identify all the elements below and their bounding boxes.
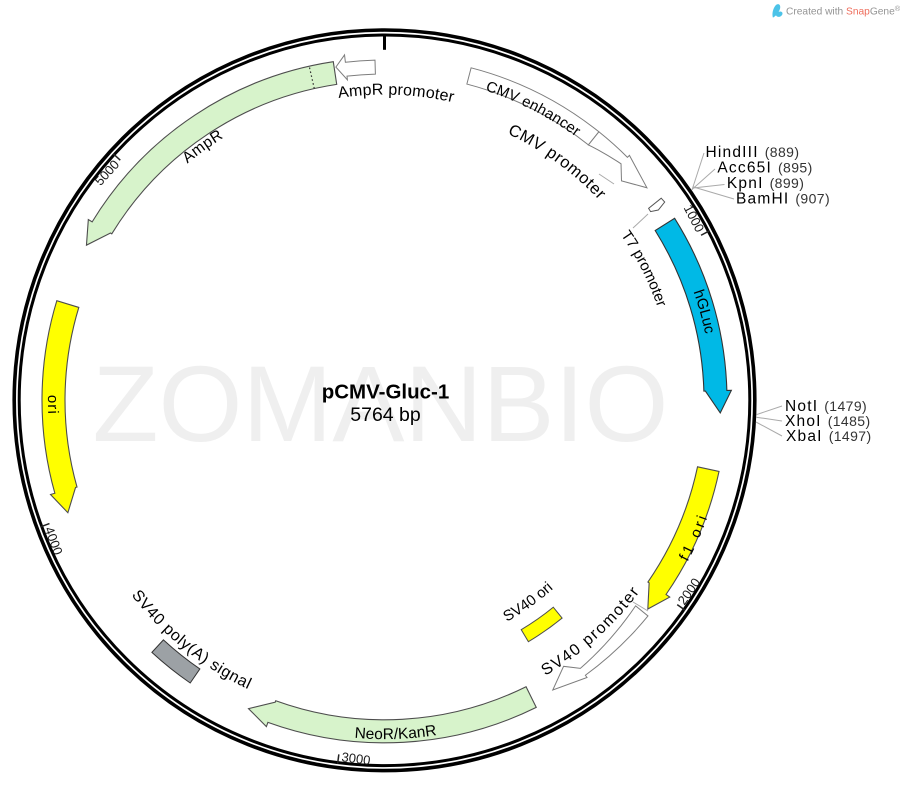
svg-text:ori: ori xyxy=(44,395,61,415)
svg-text:HindIII(889): HindIII (889) xyxy=(706,144,800,161)
svg-text:Created with SnapGene®: Created with SnapGene® xyxy=(786,4,900,18)
svg-text:NotI(1479): NotI (1479) xyxy=(785,398,867,415)
svg-text:Acc65I(895): Acc65I (895) xyxy=(717,160,812,177)
svg-text:pCMV-Gluc-1: pCMV-Gluc-1 xyxy=(322,381,450,404)
svg-text:BamHI(907): BamHI (907) xyxy=(736,191,830,208)
svg-text:3000: 3000 xyxy=(341,749,372,768)
svg-text:XbaI(1497): XbaI (1497) xyxy=(786,428,872,445)
svg-text:NeoR/KanR: NeoR/KanR xyxy=(354,722,437,743)
svg-text:ZOMANBIO: ZOMANBIO xyxy=(92,343,668,464)
svg-text:XhoI(1485): XhoI (1485) xyxy=(785,413,871,430)
svg-text:5764 bp: 5764 bp xyxy=(350,404,421,426)
